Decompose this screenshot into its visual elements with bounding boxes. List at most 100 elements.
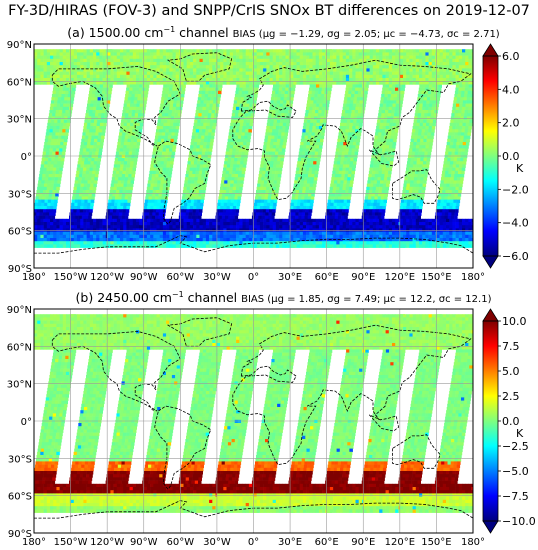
data-cell bbox=[175, 225, 180, 229]
data-cell bbox=[110, 183, 115, 188]
data-cell bbox=[229, 231, 234, 236]
data-cell bbox=[180, 78, 184, 82]
data-cell bbox=[62, 241, 67, 245]
data-cell bbox=[159, 234, 164, 239]
data-cell bbox=[245, 241, 250, 245]
data-cell bbox=[237, 97, 241, 101]
data-cell bbox=[286, 100, 290, 104]
data-cell bbox=[348, 132, 352, 136]
data-cell bbox=[128, 110, 133, 114]
data-cell bbox=[325, 103, 330, 108]
data-cell bbox=[161, 97, 165, 101]
data-cell bbox=[312, 167, 316, 172]
data-cell bbox=[203, 84, 207, 88]
data-cell bbox=[315, 62, 320, 66]
data-cell bbox=[281, 94, 285, 98]
data-cell bbox=[337, 196, 342, 200]
data-cell bbox=[258, 212, 263, 216]
data-cell bbox=[43, 218, 48, 223]
data-cell bbox=[226, 148, 230, 152]
data-cell bbox=[196, 183, 201, 188]
data-cell bbox=[107, 68, 111, 72]
data-cell bbox=[90, 138, 95, 143]
data-cell bbox=[112, 190, 117, 194]
data-cell bbox=[89, 170, 93, 175]
data-cell bbox=[220, 183, 224, 188]
data-cell bbox=[123, 206, 127, 210]
data-cell bbox=[279, 228, 283, 232]
data-cell bbox=[212, 244, 216, 248]
data-cell bbox=[189, 74, 194, 79]
data-cell bbox=[246, 84, 250, 88]
data-cell bbox=[116, 231, 121, 236]
data-cell bbox=[80, 52, 84, 56]
data-cell bbox=[275, 167, 280, 172]
data-cell bbox=[318, 68, 323, 72]
data-cell bbox=[263, 62, 267, 66]
data-cell bbox=[50, 222, 54, 226]
data-cell bbox=[210, 138, 214, 143]
data-cell bbox=[340, 122, 344, 127]
data-cell bbox=[279, 142, 284, 146]
data-cell bbox=[129, 74, 134, 79]
data-cell bbox=[207, 138, 211, 143]
data-cell bbox=[334, 154, 339, 159]
data-cell bbox=[52, 113, 56, 117]
data-cell bbox=[343, 202, 347, 207]
data-cell bbox=[256, 225, 261, 229]
data-cell bbox=[213, 119, 217, 124]
data-cell bbox=[80, 228, 84, 232]
data-cell bbox=[223, 183, 228, 188]
data-cell bbox=[310, 138, 314, 143]
data-cell bbox=[352, 68, 356, 72]
data-cell bbox=[59, 58, 64, 63]
data-cell bbox=[326, 49, 331, 53]
data-cell bbox=[267, 158, 272, 162]
data-cell bbox=[329, 65, 334, 69]
data-cell bbox=[329, 62, 334, 66]
data-cell bbox=[320, 94, 325, 98]
data-cell bbox=[96, 74, 100, 79]
data-cell bbox=[258, 193, 263, 197]
data-cell bbox=[107, 97, 111, 101]
data-cell bbox=[345, 151, 349, 156]
data-cell bbox=[345, 62, 350, 66]
data-cell bbox=[55, 113, 59, 117]
data-cell bbox=[196, 244, 200, 248]
data-cell bbox=[189, 231, 194, 236]
data-cell bbox=[54, 161, 58, 165]
data-cell bbox=[203, 122, 207, 127]
data-cell bbox=[260, 161, 265, 165]
data-cell bbox=[354, 132, 358, 136]
data-cell bbox=[129, 55, 134, 60]
data-cell bbox=[50, 78, 54, 82]
data-cell bbox=[219, 190, 223, 194]
data-cell bbox=[123, 244, 127, 248]
data-cell bbox=[72, 84, 77, 88]
data-cell bbox=[242, 106, 246, 111]
data-cell bbox=[81, 138, 85, 143]
data-cell bbox=[193, 142, 198, 146]
data-cell bbox=[266, 228, 270, 232]
data-cell bbox=[172, 74, 176, 79]
data-cell bbox=[83, 78, 87, 82]
data-cell bbox=[175, 81, 180, 85]
data-cell bbox=[37, 186, 41, 191]
data-cell bbox=[236, 164, 240, 168]
data-cell bbox=[232, 62, 237, 66]
data-cell bbox=[226, 209, 230, 213]
data-cell bbox=[234, 196, 238, 200]
data-cell bbox=[120, 71, 124, 76]
data-cell bbox=[96, 81, 100, 85]
data-cell bbox=[175, 74, 180, 79]
data-cell bbox=[129, 164, 134, 168]
data-cell bbox=[287, 116, 291, 120]
data-cell bbox=[77, 68, 81, 72]
data-cell bbox=[275, 90, 279, 95]
data-cell bbox=[272, 129, 276, 133]
data-cell bbox=[40, 183, 45, 188]
data-cell bbox=[193, 244, 197, 248]
data-cell bbox=[193, 126, 197, 130]
data-cell bbox=[208, 129, 213, 133]
data-cell bbox=[53, 145, 57, 149]
